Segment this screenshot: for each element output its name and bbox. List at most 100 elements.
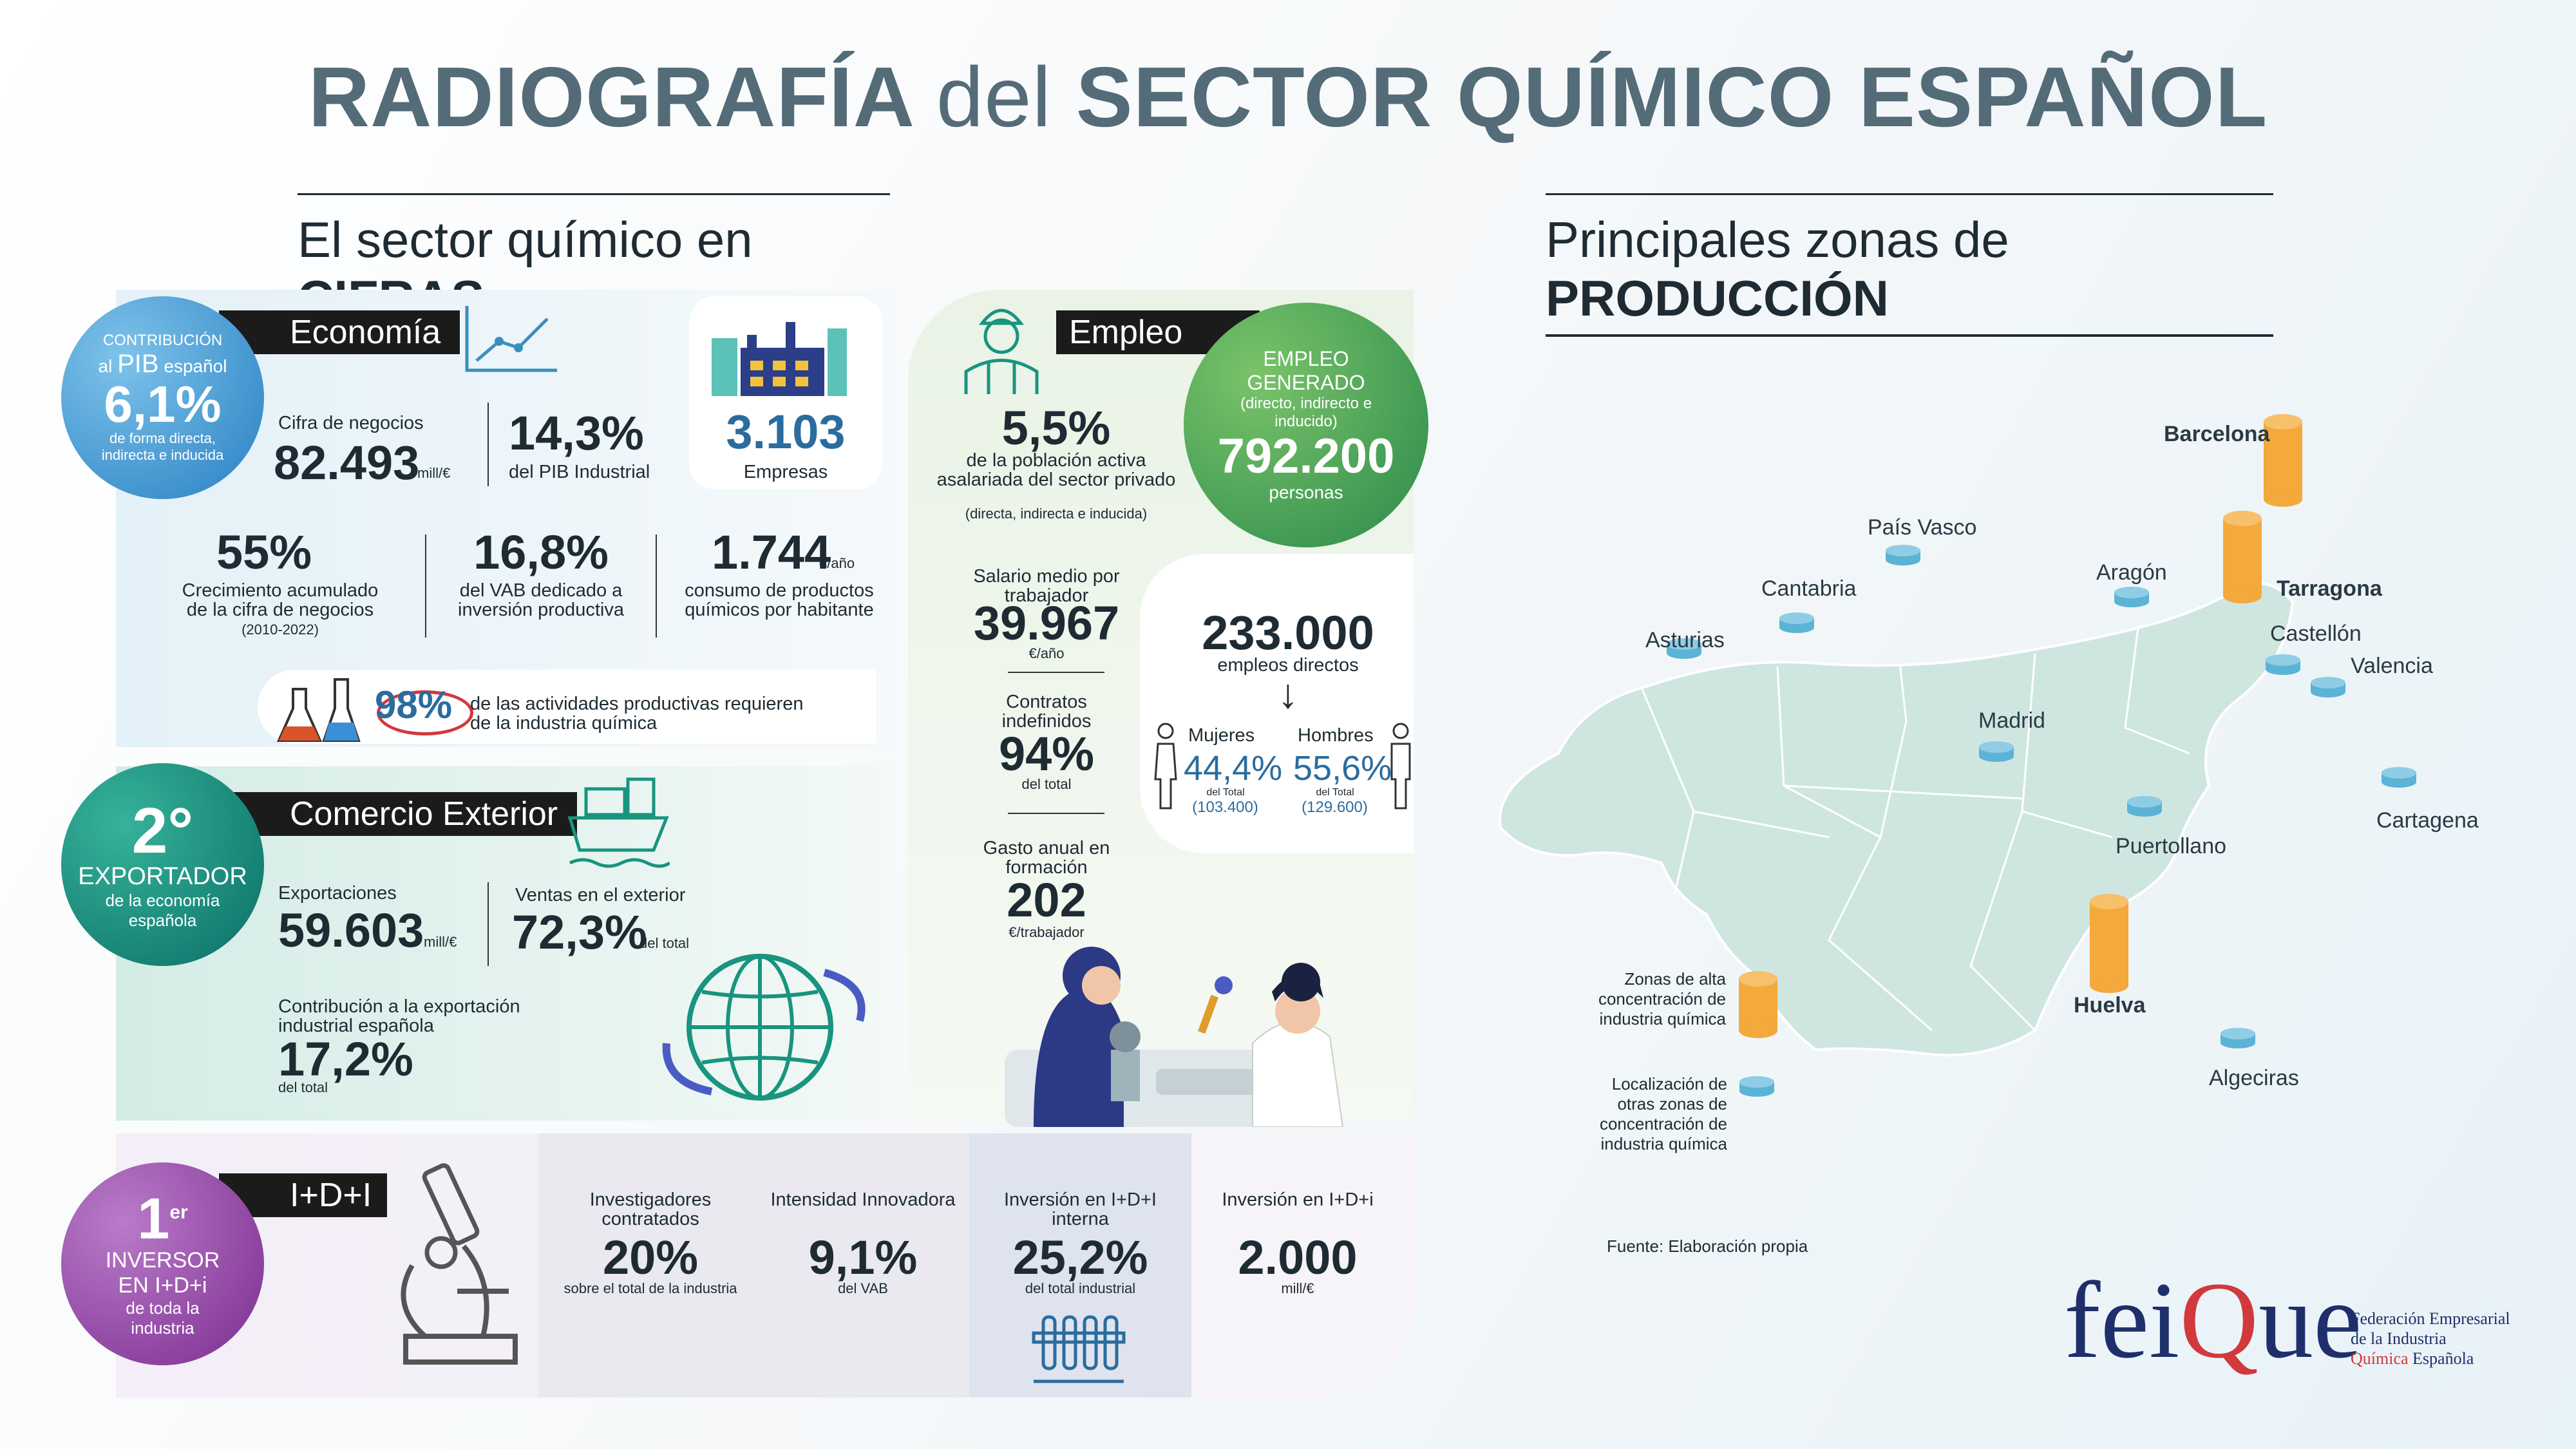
idi-col-unit: mill/€ <box>1281 1280 1314 1296</box>
logo-text: Federación Empresarial de la Industria Q… <box>2351 1309 2510 1369</box>
page-title: RADIOGRAFÍA del SECTOR QUÍMICO ESPAÑOL <box>0 48 2576 146</box>
map-label: Puertollano <box>2116 834 2227 858</box>
tarragona-marker <box>2223 511 2262 603</box>
inversor-badge: 1er INVERSOR EN I+D+i de toda la industr… <box>61 1162 264 1365</box>
mujeres-sub: del Total <box>1206 787 1245 798</box>
pct-value: 98% <box>375 683 453 726</box>
crecimiento-sub: (2010-2022) <box>242 621 319 638</box>
pib-badge: CONTRIBUCIÓN al PIB español 6,1% de form… <box>61 296 264 499</box>
divider <box>1008 813 1104 814</box>
poblacion-sub: (directa, indirecta e inducida) <box>965 506 1148 522</box>
economia-label: Economía <box>219 310 460 354</box>
map-label: País Vasco <box>1868 515 1977 540</box>
gasto-label: Gasto anual en formación <box>983 838 1110 878</box>
mujeres-label: Mujeres <box>1188 725 1255 746</box>
gasto-value: 202 <box>1007 873 1086 927</box>
gasto-unit: €/trabajador <box>1009 924 1084 940</box>
legend-high-label: Zonas de alta concentración de industria… <box>1598 969 1726 1028</box>
logo-ue: ue <box>2259 1260 2362 1381</box>
pct-ring <box>377 690 473 735</box>
pib-badge-top: CONTRIBUCIÓN <box>102 332 223 349</box>
salario-value: 39.967 <box>973 596 1120 650</box>
directos-card <box>1140 554 1414 853</box>
idi-col-label: Intensidad Innovadora <box>770 1189 956 1210</box>
hombres-value: 55,6% <box>1293 749 1392 788</box>
map-label: Cartagena <box>2376 808 2479 833</box>
down-arrow-icon: ↓ <box>1278 670 1298 717</box>
idi-col-unit: del total industrial <box>1025 1280 1136 1296</box>
hombres-label: Hombres <box>1298 725 1374 746</box>
idi-col-value: 2.000 <box>1238 1231 1358 1284</box>
salario-label: Salario medio por trabajador <box>973 566 1120 607</box>
consumo-unit: €/año <box>819 555 855 571</box>
divider <box>488 402 489 486</box>
divider <box>1008 672 1104 673</box>
inversor-rank-sup: er <box>169 1201 188 1223</box>
contrib-unit: del total <box>278 1079 328 1095</box>
pct-label: de las actividades productivas requieren… <box>470 694 804 734</box>
exportador-title: EXPORTADOR <box>78 863 247 890</box>
microscope-icon <box>401 1163 518 1365</box>
divider <box>425 535 426 638</box>
map-label: Valencia <box>2351 654 2433 678</box>
map-label: Barcelona <box>2164 422 2270 446</box>
pct-strip <box>258 670 876 744</box>
idi-col-value: 9,1% <box>808 1231 918 1284</box>
feique-logo: feiQue <box>2064 1265 2362 1375</box>
pib-badge-bottom: de forma directa, indirecta e inducida <box>101 430 224 463</box>
vab-value: 16,8% <box>473 526 609 579</box>
idi-col-label: Inversión en I+D+I interna <box>1004 1189 1157 1230</box>
legend-high-cylinder <box>1739 971 1777 1038</box>
exportador-badge: 2° EXPORTADOR de la economía española <box>61 763 264 966</box>
idi-col-label: Inversión en I+D+i <box>1222 1189 1374 1210</box>
idi-shade-1 <box>538 1133 969 1397</box>
map-label: Tarragona <box>2277 576 2382 601</box>
logo-line3b: Española <box>2412 1349 2474 1368</box>
comercio-label: Comercio Exterior <box>219 792 578 836</box>
logo-q: Q <box>2179 1260 2259 1381</box>
divider <box>488 882 489 966</box>
map-label: Huelva <box>2074 993 2146 1018</box>
ventas-unit: del total <box>639 935 690 951</box>
algeciras-marker <box>2221 1028 2255 1048</box>
legend-other-label: Localización de otras zonas de concentra… <box>1599 1074 1727 1153</box>
empresas-label: Empresas <box>743 462 828 482</box>
pib-badge-al: al <box>98 356 113 376</box>
empleo-badge: EMPLEO GENERADO (directo, indirecto e in… <box>1184 303 1428 547</box>
asturias-marker <box>1667 638 1701 659</box>
madrid-marker <box>1979 741 2014 762</box>
cartagena-marker <box>2382 767 2416 788</box>
huelva-marker <box>2090 894 2128 993</box>
idi-label: I+D+I <box>219 1173 388 1217</box>
title-part2: del <box>936 50 1052 144</box>
contrib-label: Contribución a la exportación industrial… <box>278 996 520 1037</box>
factory-icon <box>712 322 847 396</box>
cantabria-marker <box>1779 612 1814 633</box>
title-part1: RADIOGRAFÍA <box>308 50 913 144</box>
ship-icon <box>567 777 670 868</box>
idi-col-value: 25,2% <box>1012 1231 1148 1284</box>
export-value: 59.603 <box>278 904 424 957</box>
idi-col-value: 20% <box>602 1231 699 1284</box>
exportador-sub: de la economía española <box>105 891 220 930</box>
trend-chart-icon <box>465 306 557 372</box>
flasks-icon <box>276 678 361 742</box>
inversor-title: INVERSOR EN I+D+i <box>105 1247 220 1298</box>
hombres-count: (129.600) <box>1302 799 1368 816</box>
contratos-label: Contratos indefinidos <box>1001 692 1092 732</box>
region-borders <box>1641 627 2190 1032</box>
mujeres-count: (103.400) <box>1192 799 1258 816</box>
pib-badge-pib: PIB <box>117 350 159 378</box>
logo-line3a: Química <box>2351 1349 2409 1368</box>
idi-col-unit: del VAB <box>838 1280 888 1296</box>
empleo-badge-value: 792.200 <box>1217 429 1395 484</box>
consumo-value: 1.744 <box>712 526 831 579</box>
map-landmass <box>1499 582 2295 1057</box>
cifra-unit: mill/€ <box>417 465 451 481</box>
pib-badge-value: 6,1% <box>104 375 222 433</box>
vab-label: del VAB dedicado a inversión productiva <box>458 580 624 621</box>
ventas-value: 72,3% <box>512 905 647 959</box>
pib-industrial-label: del PIB Industrial <box>509 462 650 482</box>
empleo-badge-sub: (directo, indirecto e inducido) <box>1240 395 1372 431</box>
left-header-text: El sector químico en <box>298 211 753 268</box>
